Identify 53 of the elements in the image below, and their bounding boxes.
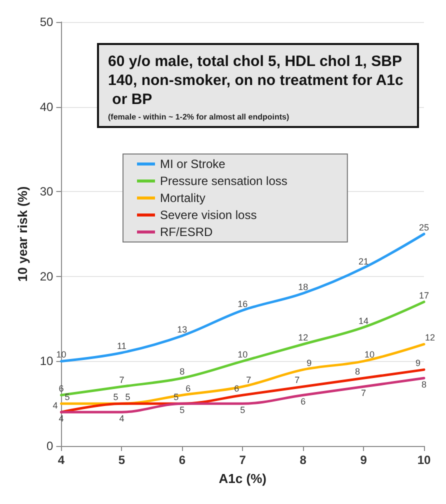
y-tick-label: 40 [40,100,54,114]
data-label: 5 [180,405,185,416]
line-series [60,376,426,414]
data-label: 10 [238,350,248,360]
data-label: 6 [186,384,191,394]
data-label: 4 [119,414,124,424]
data-label: 9 [306,358,312,368]
data-label: 11 [117,341,126,352]
data-label: 8 [355,366,360,377]
legend-label: Mortality [160,191,206,205]
legend-label: Severe vision loss [160,208,257,222]
y-tick-label: 20 [40,269,54,284]
data-label: 10 [364,350,375,360]
data-label: 14 [358,316,369,326]
data-label: 17 [418,290,430,300]
data-label: 5 [113,392,118,402]
data-label: 7 [119,375,124,386]
data-label: 21 [358,256,369,266]
x-axis-title: A1c (%) [218,471,266,486]
data-label: 6 [300,396,306,407]
y-tick-label: 10 [40,354,54,368]
data-label: 7 [294,375,300,386]
data-label: 7 [246,375,252,386]
x-tick-label: 9 [360,453,368,467]
data-label: 12 [298,332,308,343]
data-label: 5 [240,405,246,416]
y-axis-title: 10 year risk (%) [15,186,30,282]
legend-label: MI or Stroke [160,157,226,171]
x-tick-label: 7 [239,453,246,467]
data-label: 12 [424,332,436,343]
y-tick-label: 50 [40,15,54,29]
x-tick-label: 10 [417,453,431,467]
x-tick-label: 8 [300,453,307,467]
x-tick-label: 6 [178,453,186,467]
x-tick-label: 5 [118,453,126,467]
data-label: 25 [418,222,430,232]
data-label: 9 [415,358,421,368]
data-label: 7 [361,388,366,398]
data-label: 4 [52,400,58,411]
legend-label: Pressure sensation loss [160,174,288,188]
data-label: 8 [180,366,185,377]
data-label: 5 [125,392,130,402]
data-label: 8 [421,380,427,390]
data-label: 6 [234,384,240,394]
data-label: 18 [298,282,308,292]
text: (female - within ~ 1-2% for almost all endpoints) [108,112,290,122]
x-tick-label: 4 [58,453,65,467]
text: 60 y/o male, total chol 5, HDL chol 1, SBP 140, non-smoker, on no treatment for A1c or BP [108,53,406,108]
data-label: 16 [238,298,248,309]
legend-label: RF/ESRD [160,225,214,239]
data-label: 13 [177,324,188,334]
y-tick-label: 0 [46,439,54,453]
y-tick-label: 30 [40,184,54,199]
